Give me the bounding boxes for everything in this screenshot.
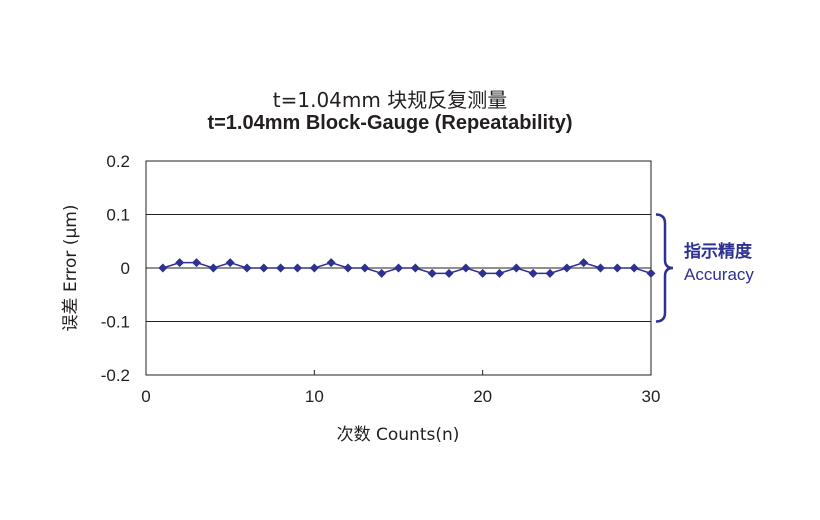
data-point bbox=[175, 258, 185, 268]
data-point bbox=[192, 258, 201, 268]
data-point bbox=[478, 268, 488, 278]
data-point bbox=[629, 263, 639, 273]
chart-title: t=1.04mm 块规反复测量 bbox=[272, 88, 508, 112]
data-point bbox=[410, 263, 420, 273]
data-point bbox=[242, 263, 252, 273]
data-point bbox=[309, 263, 319, 273]
data-point bbox=[612, 263, 622, 273]
data-point bbox=[579, 258, 589, 268]
data-point bbox=[360, 263, 370, 273]
plot-frame bbox=[145, 160, 652, 376]
series-markers bbox=[158, 258, 656, 278]
data-point bbox=[646, 268, 656, 278]
data-point bbox=[377, 268, 387, 278]
data-point bbox=[461, 263, 471, 273]
x-axis-label: 次数 Counts(n) bbox=[337, 425, 460, 445]
data-point bbox=[528, 268, 538, 278]
accuracy-label-cn: 指示精度 bbox=[684, 241, 753, 262]
data-point bbox=[495, 268, 504, 278]
y-tick-labels: 0.2 0.1 0 -0.1 -0.2 bbox=[101, 152, 130, 385]
y-tick-label: -0.2 bbox=[101, 366, 130, 385]
data-point bbox=[511, 263, 521, 273]
data-point bbox=[596, 263, 605, 273]
data-point bbox=[545, 268, 555, 278]
chart-subtitle: t=1.04mm Block-Gauge (Repeatability) bbox=[207, 112, 573, 134]
data-point bbox=[326, 258, 336, 268]
data-point bbox=[225, 258, 235, 268]
x-tick-labels: 0 10 20 30 bbox=[141, 370, 660, 406]
data-point bbox=[394, 263, 403, 273]
x-tick-label: 30 bbox=[642, 387, 661, 406]
data-point bbox=[562, 263, 572, 273]
y-tick-label: 0.1 bbox=[106, 206, 130, 225]
accuracy-label-en: Accuracy bbox=[684, 265, 754, 284]
x-tick-label: 10 bbox=[305, 387, 324, 406]
data-point bbox=[158, 263, 168, 273]
x-tick-label: 20 bbox=[473, 387, 492, 406]
y-tick-label: 0.2 bbox=[106, 152, 130, 171]
data-point bbox=[444, 268, 454, 278]
data-point bbox=[259, 263, 269, 273]
data-point bbox=[293, 263, 302, 273]
data-point bbox=[276, 263, 286, 273]
accuracy-brace bbox=[655, 213, 674, 323]
x-tick-label: 0 bbox=[141, 387, 150, 406]
y-tick-label: -0.1 bbox=[101, 313, 130, 332]
data-point bbox=[427, 268, 437, 278]
y-tick-label: 0 bbox=[121, 259, 130, 278]
data-point bbox=[343, 263, 353, 273]
y-axis-label: 误差 Error (μm) bbox=[61, 205, 81, 332]
data-point bbox=[208, 263, 218, 273]
